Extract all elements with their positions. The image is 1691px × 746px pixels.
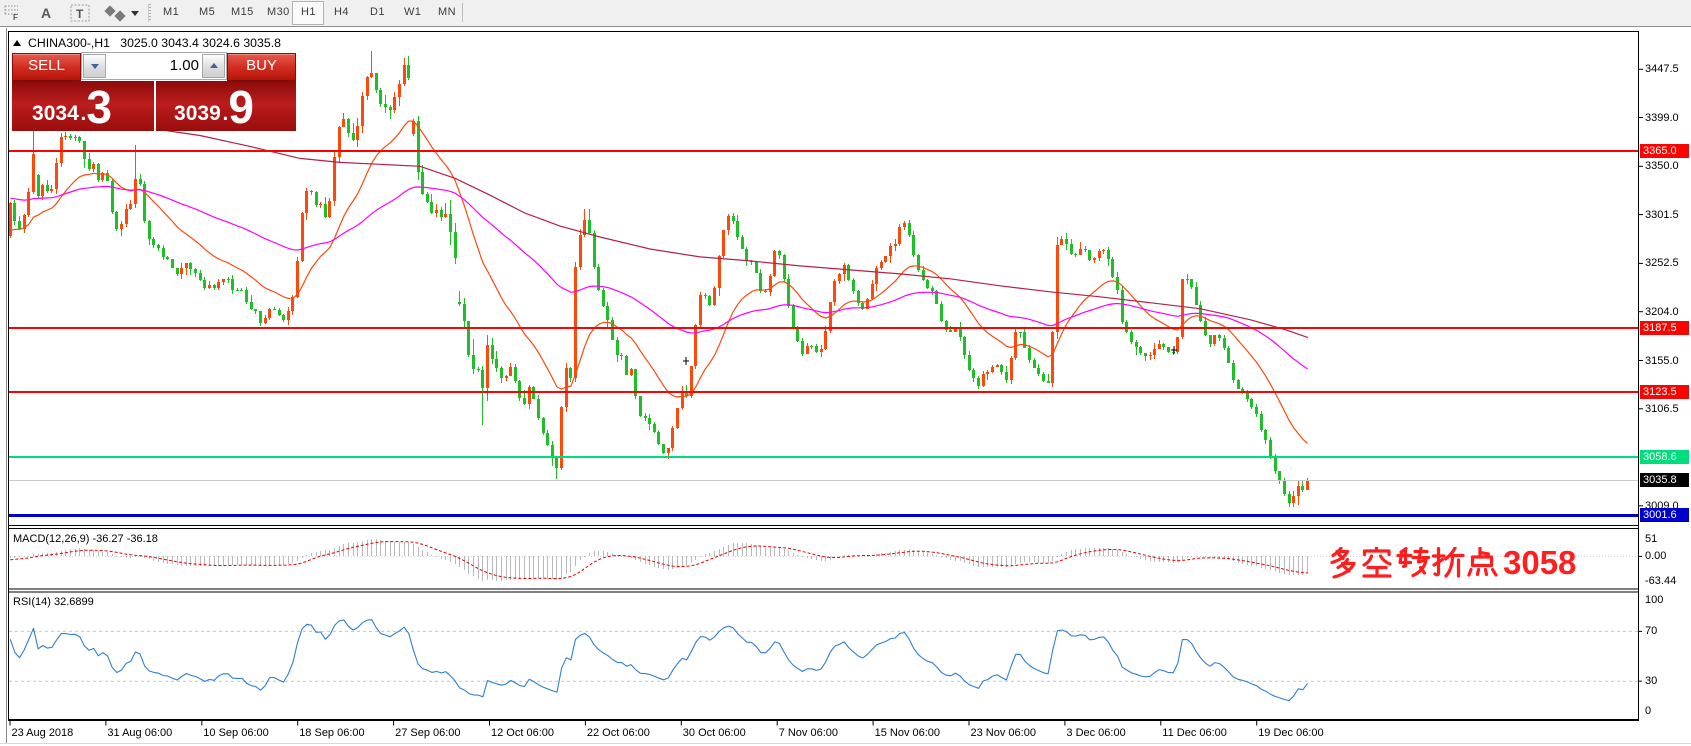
- svg-text:F: F: [13, 13, 18, 22]
- svg-text:A: A: [41, 5, 51, 21]
- svg-text:T: T: [76, 7, 84, 21]
